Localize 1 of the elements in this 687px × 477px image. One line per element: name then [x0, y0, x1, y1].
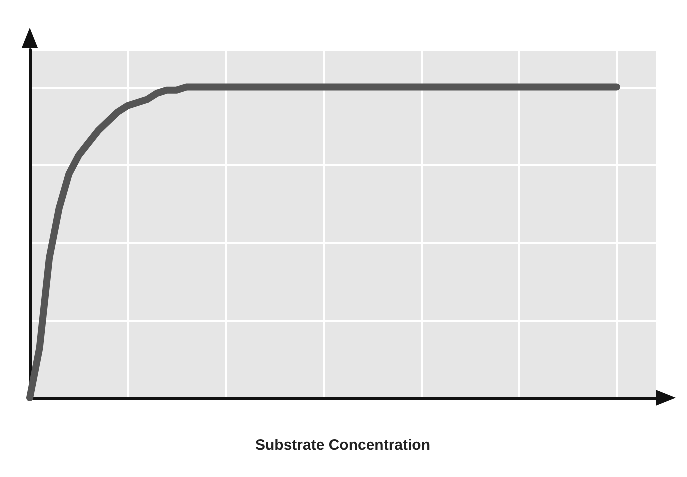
x-axis-title: Substrate Concentration [255, 437, 431, 454]
